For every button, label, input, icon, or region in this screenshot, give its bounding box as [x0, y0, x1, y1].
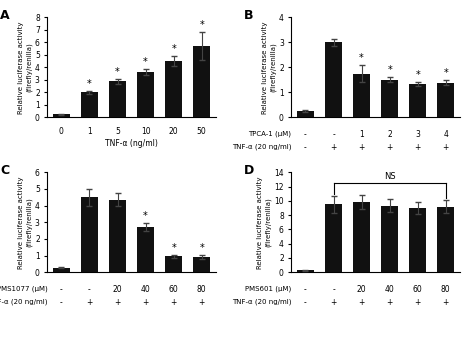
Bar — [193, 46, 210, 117]
Text: *: * — [87, 79, 92, 89]
Text: B: B — [244, 9, 254, 22]
Text: -: - — [60, 298, 63, 307]
Bar — [109, 200, 126, 272]
Text: 60: 60 — [169, 285, 179, 294]
Text: +: + — [386, 143, 393, 152]
Text: +: + — [386, 298, 393, 307]
Text: *: * — [143, 57, 148, 67]
Y-axis label: Relative luciferase activity
(firefly/renilla): Relative luciferase activity (firefly/re… — [18, 21, 32, 114]
Text: +: + — [114, 298, 121, 307]
Text: +: + — [443, 298, 449, 307]
Text: +: + — [86, 298, 93, 307]
Text: +: + — [414, 298, 421, 307]
Text: +: + — [171, 298, 177, 307]
Y-axis label: Relative luciferase activity
(firefly/renilla): Relative luciferase activity (firefly/re… — [18, 176, 32, 268]
Bar — [325, 205, 342, 272]
Bar — [165, 257, 182, 272]
Text: PMS1077 (μM): PMS1077 (μM) — [0, 285, 47, 292]
Bar — [438, 83, 454, 117]
Text: *: * — [171, 44, 176, 53]
Bar — [297, 111, 314, 117]
Text: D: D — [244, 164, 255, 177]
Text: *: * — [115, 67, 120, 77]
Bar — [325, 43, 342, 117]
Text: +: + — [199, 298, 205, 307]
Bar — [381, 206, 398, 272]
Text: -: - — [304, 298, 307, 307]
Text: -: - — [332, 130, 335, 139]
Text: -: - — [60, 285, 63, 294]
Text: *: * — [199, 243, 204, 253]
Text: 1: 1 — [359, 130, 364, 139]
Bar — [438, 207, 454, 272]
Bar — [53, 114, 70, 117]
Text: PMS601 (μM): PMS601 (μM) — [245, 285, 292, 292]
Bar — [109, 81, 126, 117]
Text: A: A — [0, 9, 10, 22]
Text: TNF-α (20 ng/ml): TNF-α (20 ng/ml) — [232, 143, 292, 150]
Text: 20: 20 — [357, 285, 366, 294]
Text: *: * — [171, 243, 176, 253]
Text: *: * — [199, 21, 204, 30]
Text: +: + — [414, 143, 421, 152]
Text: 80: 80 — [197, 285, 207, 294]
Text: *: * — [143, 211, 148, 221]
Text: -: - — [304, 130, 307, 139]
Text: -: - — [332, 285, 335, 294]
Text: 40: 40 — [385, 285, 394, 294]
Text: -: - — [304, 143, 307, 152]
Text: 60: 60 — [413, 285, 423, 294]
Text: TPCA-1 (μM): TPCA-1 (μM) — [248, 130, 292, 137]
Text: +: + — [358, 298, 365, 307]
Text: -: - — [304, 285, 307, 294]
Text: *: * — [359, 53, 364, 63]
Text: 40: 40 — [141, 285, 150, 294]
Text: 2: 2 — [387, 130, 392, 139]
Text: +: + — [330, 298, 337, 307]
Bar — [353, 202, 370, 272]
Text: 20: 20 — [113, 285, 122, 294]
Bar — [53, 268, 70, 272]
Text: TNF-α (20 ng/ml): TNF-α (20 ng/ml) — [232, 298, 292, 305]
Text: 4: 4 — [443, 130, 448, 139]
Bar — [297, 270, 314, 272]
Text: *: * — [443, 68, 448, 79]
Text: 1: 1 — [87, 127, 92, 136]
Bar — [137, 227, 154, 272]
Text: 5: 5 — [115, 127, 120, 136]
Text: NS: NS — [384, 172, 395, 181]
Text: +: + — [358, 143, 365, 152]
Bar — [409, 208, 426, 272]
Text: 50: 50 — [197, 127, 207, 136]
Text: C: C — [0, 164, 9, 177]
Bar — [81, 92, 98, 117]
Text: TNF-α (ng/ml): TNF-α (ng/ml) — [105, 139, 158, 148]
Text: -: - — [88, 285, 91, 294]
Text: 0: 0 — [59, 127, 64, 136]
Text: *: * — [387, 65, 392, 75]
Y-axis label: Relative luciferase activity
(firefly/renilla): Relative luciferase activity (firefly/re… — [262, 21, 276, 114]
Text: 80: 80 — [441, 285, 451, 294]
Text: 3: 3 — [415, 130, 420, 139]
Bar — [353, 74, 370, 117]
Text: +: + — [142, 298, 149, 307]
Text: TNF-α (20 ng/ml): TNF-α (20 ng/ml) — [0, 298, 47, 305]
Bar — [137, 72, 154, 117]
Text: +: + — [443, 143, 449, 152]
Bar — [165, 60, 182, 117]
Text: +: + — [330, 143, 337, 152]
Text: 10: 10 — [141, 127, 150, 136]
Bar — [381, 80, 398, 117]
Bar — [81, 197, 98, 272]
Bar — [193, 257, 210, 272]
Text: 20: 20 — [169, 127, 178, 136]
Y-axis label: Relative luciferase activity
(firefly/renilla): Relative luciferase activity (firefly/re… — [257, 176, 272, 268]
Bar — [409, 84, 426, 117]
Text: *: * — [415, 70, 420, 80]
